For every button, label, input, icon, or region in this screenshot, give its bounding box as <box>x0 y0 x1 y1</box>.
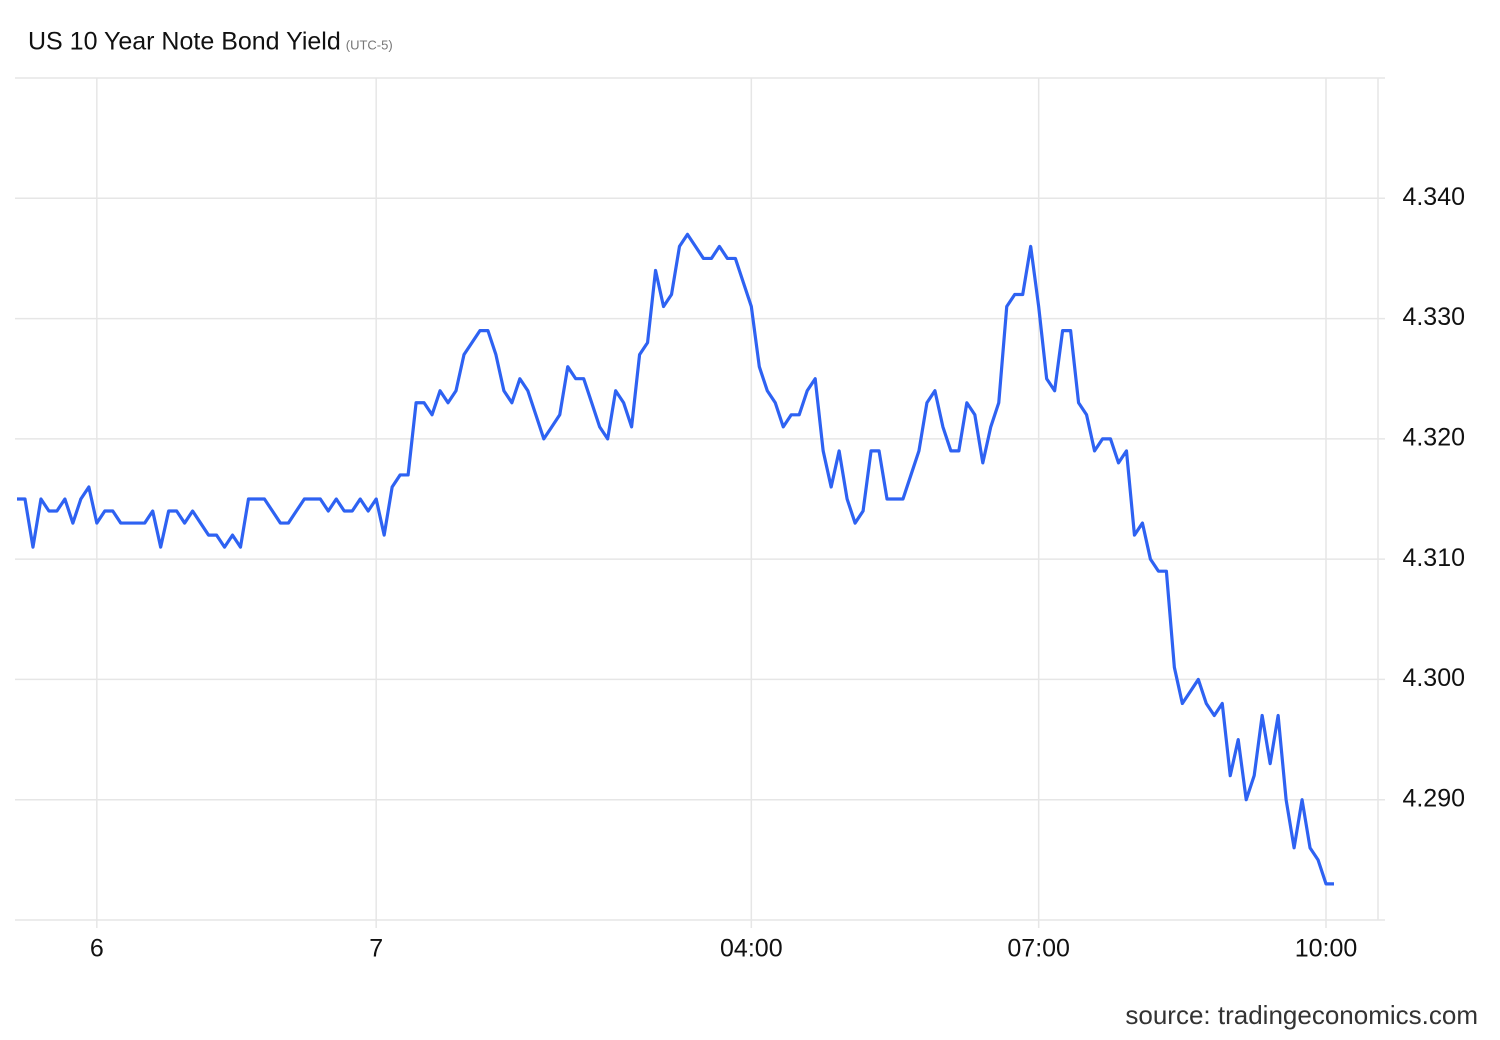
y-tick-label: 4.320 <box>1402 423 1465 451</box>
y-tick-label: 4.290 <box>1402 784 1465 812</box>
y-tick-label: 4.330 <box>1402 303 1465 331</box>
data-line <box>17 232 1334 886</box>
chart-subtitle: (UTC-5) <box>346 37 393 52</box>
y-tick-label: 4.300 <box>1402 664 1465 692</box>
x-tick-label: 10:00 <box>1295 935 1358 963</box>
y-tick-label: 4.310 <box>1402 544 1465 572</box>
chart-title: US 10 Year Note Bond Yield <box>28 28 341 56</box>
x-tick-label: 6 <box>90 935 104 963</box>
source-note: source: tradingeconomics.com <box>1125 1000 1478 1030</box>
x-tick-label: 07:00 <box>1007 935 1070 963</box>
y-tick-label: 4.340 <box>1402 183 1465 211</box>
x-tick-label: 7 <box>369 935 383 963</box>
x-tick-label: 04:00 <box>720 935 783 963</box>
